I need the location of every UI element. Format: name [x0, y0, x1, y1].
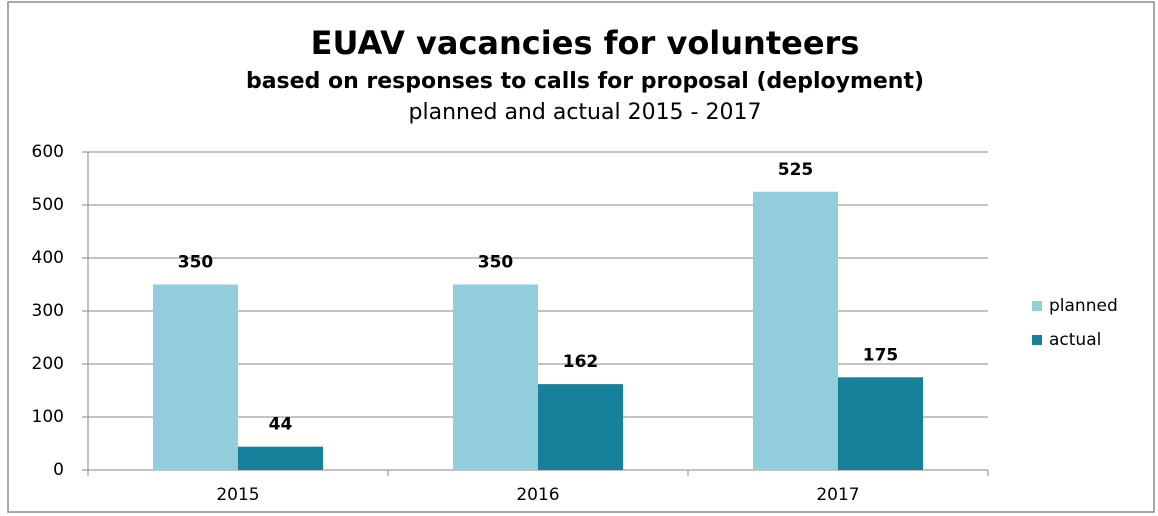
chart-subtitle: based on responses to calls for proposal… — [246, 69, 924, 94]
bar — [753, 191, 838, 470]
bar — [538, 384, 623, 470]
data-label: 350 — [178, 253, 214, 273]
x-tick-label: 2015 — [216, 485, 259, 505]
legend-label: planned — [1049, 296, 1118, 316]
bar — [838, 377, 923, 470]
data-label: 162 — [563, 352, 599, 372]
bar — [238, 446, 323, 470]
chart-title: EUAV vacancies for volunteers — [311, 24, 860, 62]
x-tick-label: 2017 — [816, 485, 859, 505]
y-tick-label: 400 — [32, 248, 64, 268]
data-label: 175 — [863, 345, 899, 365]
data-label: 525 — [778, 160, 814, 180]
y-tick-label: 200 — [32, 354, 64, 374]
x-tick-label: 2016 — [516, 485, 559, 505]
legend-swatch — [1032, 335, 1042, 345]
data-label: 44 — [269, 415, 293, 435]
data-label: 350 — [478, 253, 514, 273]
y-tick-label: 500 — [32, 195, 64, 215]
bar — [453, 284, 538, 470]
y-tick-label: 300 — [32, 301, 64, 321]
y-tick-label: 100 — [32, 407, 64, 427]
legend-label: actual — [1049, 330, 1101, 350]
y-tick-label: 0 — [53, 460, 64, 480]
bar — [153, 284, 238, 470]
chart-subtitle: planned and actual 2015 - 2017 — [409, 100, 762, 125]
y-tick-label: 600 — [32, 142, 64, 162]
legend-swatch — [1032, 301, 1042, 311]
